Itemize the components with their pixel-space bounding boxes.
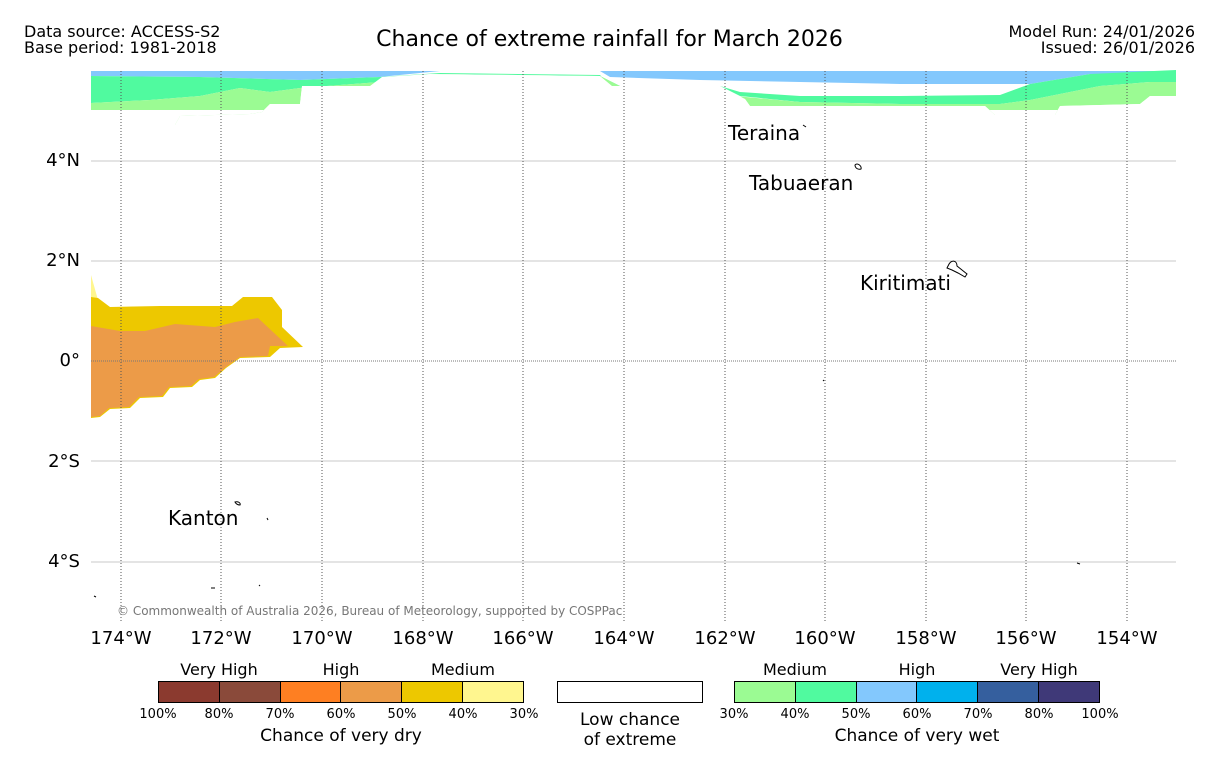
legend-category: Very High (180, 660, 258, 679)
lon-label: 158°W (895, 628, 957, 649)
wet-band-50-60 (91, 71, 1176, 84)
legend-swatch (917, 682, 979, 702)
page-title: Chance of extreme rainfall for March 202… (376, 27, 843, 52)
lon-label: 164°W (593, 628, 655, 649)
legend-tick: 80% (204, 707, 234, 722)
legend-swatch (463, 682, 523, 702)
legend-tick: 100% (1081, 707, 1119, 722)
legend-low-chance-caption: Low chance of extreme (557, 710, 703, 750)
base-period: Base period: 1981-2018 (24, 38, 217, 57)
island-outlines (93, 124, 1081, 598)
legend-tick: 80% (1024, 707, 1054, 722)
kiritimati-island (946, 260, 968, 278)
lon-label: 154°W (1096, 628, 1158, 649)
legend-swatch (735, 682, 796, 702)
legend-tick: 30% (509, 707, 539, 722)
dry-band-30-40 (91, 275, 98, 300)
legend-tick: 50% (387, 707, 417, 722)
place-label-tabuaeran: Tabuaeran (749, 171, 854, 195)
small-island (1076, 562, 1081, 565)
lon-label: 172°W (190, 628, 252, 649)
legend-colorbar-dry (158, 681, 524, 703)
legend-swatch (795, 682, 857, 702)
lat-label-4n: 4°N (46, 150, 80, 171)
legend-tick: 70% (265, 707, 295, 722)
lon-label: 174°W (90, 628, 152, 649)
legend-dry: Very High High Medium 100% 80% 70% 60% 5… (139, 660, 538, 746)
legend-swatch (280, 682, 342, 702)
low-chance-line2: of extreme (583, 730, 677, 750)
small-island (93, 595, 97, 598)
lon-label: 168°W (392, 628, 454, 649)
legend-category: Very High (1000, 660, 1078, 679)
legend-tick: 40% (448, 707, 478, 722)
kanton-island (234, 501, 241, 506)
header-right: Model Run: 24/01/2026 Issued: 26/01/2026 (1009, 24, 1196, 56)
legend-tick: 70% (963, 707, 993, 722)
dry-forecast-region (91, 275, 303, 418)
lon-label: 156°W (995, 628, 1057, 649)
lat-label-0: 0° (59, 350, 80, 371)
wet-band-40-50 (91, 70, 1176, 104)
legend-category: High (898, 660, 936, 679)
lat-label-2n: 2°N (46, 250, 80, 271)
legend-tick: 50% (841, 707, 871, 722)
lon-label: 170°W (291, 628, 353, 649)
no-signal-gap (91, 74, 1176, 125)
dry-band-50-60 (91, 318, 288, 417)
header-left: Data source: ACCESS-S2 Base period: 1981… (24, 24, 220, 56)
place-label-teraina: Teraina (728, 121, 801, 145)
copyright-notice: © Commonwealth of Australia 2026, Bureau… (117, 604, 623, 618)
legend-swatch (1039, 682, 1099, 702)
small-island (266, 517, 269, 521)
legend-tick: 60% (326, 707, 356, 722)
legend-category: High (322, 660, 360, 679)
legend-swatch (856, 682, 918, 702)
legend-swatch (159, 682, 220, 702)
place-label-kanton: Kanton (168, 506, 239, 530)
low-chance-line1: Low chance (580, 710, 680, 730)
tabuaeran-island (854, 163, 862, 170)
lon-label: 160°W (794, 628, 856, 649)
legend-caption-wet: Chance of very wet (834, 726, 1000, 746)
legend-tick: 60% (902, 707, 932, 722)
legend-wet: Medium High Very High 30% 40% 50% 60% 70… (720, 660, 1119, 746)
small-island (258, 584, 261, 587)
lon-label: 166°W (492, 628, 554, 649)
issued-date: Issued: 26/01/2026 (1040, 38, 1195, 57)
lat-label-2s: 2°S (48, 451, 80, 472)
data-source: Data source: ACCESS-S2 (24, 22, 221, 41)
legend-tick: 40% (780, 707, 810, 722)
latitude-gridlines (91, 160, 1176, 563)
teraina-island (802, 124, 807, 128)
small-island (822, 379, 825, 382)
legend-swatch (341, 682, 403, 702)
lon-label: 162°W (694, 628, 756, 649)
legend-low-chance-swatch (557, 681, 703, 703)
legend-tick: 30% (719, 707, 749, 722)
legend-category: Medium (431, 660, 495, 679)
legend-caption-dry: Chance of very dry (260, 726, 422, 746)
legend-category: Medium (763, 660, 827, 679)
legend-colorbar-wet (734, 681, 1100, 703)
legend-swatch (402, 682, 464, 702)
legend-swatch (219, 682, 281, 702)
place-label-kiritimati: Kiritimati (860, 271, 951, 295)
legend-swatch (978, 682, 1040, 702)
longitude-gridlines (120, 71, 1128, 622)
lat-label-4s: 4°S (48, 551, 80, 572)
legend-tick: 100% (139, 707, 177, 722)
model-run: Model Run: 24/01/2026 (1008, 22, 1196, 41)
wet-forecast-region (91, 70, 1176, 125)
